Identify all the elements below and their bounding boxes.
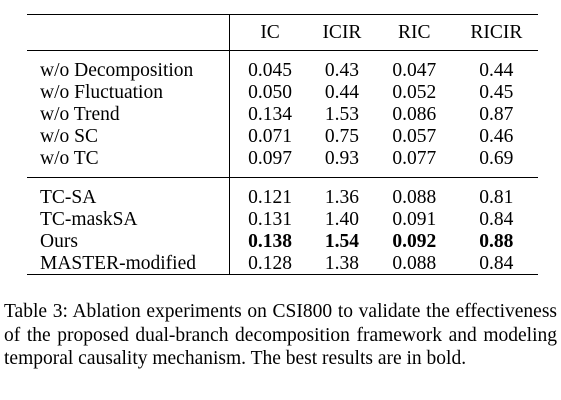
cell-ic: 0.121 [248,186,292,208]
header-rule [27,50,538,51]
header-icir: ICIR [322,21,362,43]
cell-icir: 1.40 [324,208,359,230]
cell-ricir: 0.69 [479,147,514,169]
table-row: MASTER-modified 0.128 1.38 0.088 0.84 [27,252,538,275]
table-caption: Table 3: Ablation experiments on CSI800 … [4,301,557,370]
cell-ric: 0.077 [392,147,437,169]
top-rule [27,14,538,15]
cell-ic: 0.128 [248,252,292,274]
cell-icir: 0.93 [324,147,359,169]
cell-ric: 0.086 [392,103,437,125]
table-row: TC-maskSA 0.131 1.40 0.091 0.84 [27,208,538,230]
cell-ricir: 0.46 [479,125,514,147]
row-method: w/o Fluctuation [27,81,231,103]
cell-icir: 1.38 [324,252,359,274]
cell-ic: 0.045 [248,59,292,81]
cell-ricir: 0.84 [479,208,514,230]
cell-ricir: 0.87 [479,103,514,125]
cell-icir: 0.75 [324,125,359,147]
cell-ic: 0.131 [248,208,292,230]
table-row: w/o Fluctuation 0.050 0.44 0.052 0.45 [27,81,538,103]
cell-ic: 0.050 [248,81,292,103]
cell-icir: 1.36 [324,186,359,208]
cell-icir: 1.54 [324,230,359,252]
row-method: w/o TC [27,147,231,169]
table-row: TC-SA 0.121 1.36 0.088 0.81 [27,186,538,208]
cell-ricir: 0.88 [479,230,514,252]
row-method: MASTER-modified [27,252,231,275]
row-method: w/o SC [27,125,231,147]
table-row-best: Ours 0.138 1.54 0.092 0.88 [27,230,538,252]
header-method [27,15,231,51]
cell-ric: 0.047 [392,59,437,81]
cell-ric: 0.052 [392,81,437,103]
table-header-row: IC ICIR RIC RICIR [27,15,538,51]
row-method: TC-maskSA [27,208,231,230]
bottom-rule [27,274,538,275]
table-row: w/o Trend 0.134 1.53 0.086 0.87 [27,103,538,125]
cell-ric: 0.088 [392,252,437,274]
cell-ric: 0.057 [392,125,437,147]
cell-ic: 0.097 [248,147,292,169]
header-ricir: RICIR [470,21,523,43]
row-method: Ours [27,230,231,252]
table-row: w/o SC 0.071 0.75 0.057 0.46 [27,125,538,147]
cell-ric: 0.088 [392,186,437,208]
table-row: w/o Decomposition 0.045 0.43 0.047 0.44 [27,59,538,81]
cell-ricir: 0.84 [479,252,514,274]
cell-ric: 0.092 [392,230,437,252]
group-rule [27,177,538,178]
row-method: w/o Decomposition [27,59,231,81]
cell-ricir: 0.45 [479,81,514,103]
cell-ic: 0.134 [248,103,292,125]
cell-ic: 0.138 [248,230,292,252]
row-method: w/o Trend [27,103,231,125]
cell-icir: 0.43 [324,59,359,81]
cell-icir: 0.44 [324,81,359,103]
ablation-table: IC ICIR RIC RICIR w/o Decomposition 0.04… [27,14,538,275]
cell-ric: 0.091 [392,208,437,230]
table-row: w/o TC 0.097 0.93 0.077 0.69 [27,147,538,169]
header-ic: IC [260,21,280,43]
cell-ricir: 0.81 [479,186,514,208]
cell-icir: 1.53 [324,103,359,125]
row-method: TC-SA [27,186,231,208]
cell-ricir: 0.44 [479,59,514,81]
ablation-table-container: IC ICIR RIC RICIR w/o Decomposition 0.04… [27,14,538,275]
header-ric: RIC [398,21,431,43]
cell-ic: 0.071 [248,125,292,147]
